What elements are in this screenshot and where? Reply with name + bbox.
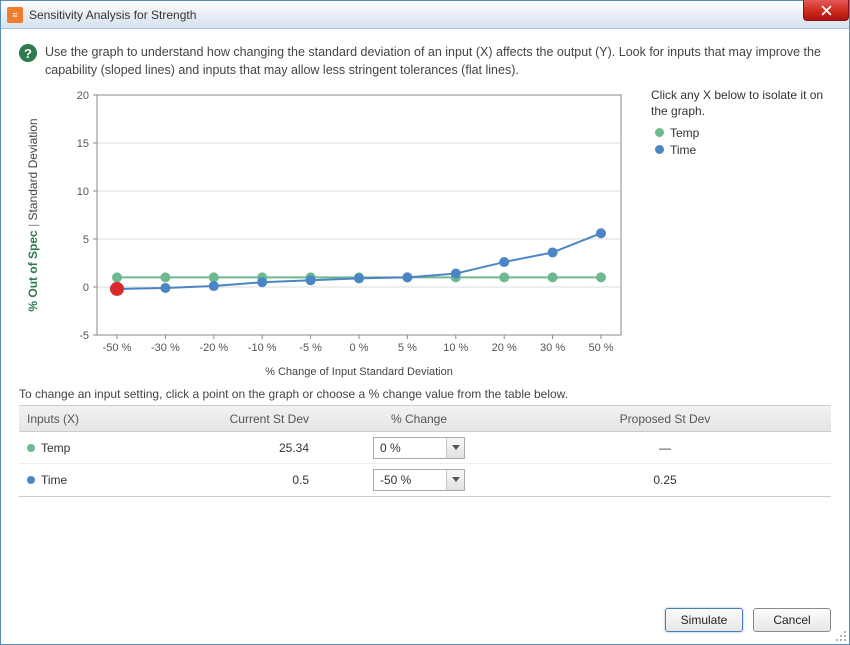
svg-text:0 %: 0 %: [350, 342, 369, 354]
change-cell: -50 %: [339, 469, 499, 491]
resize-grip[interactable]: [833, 628, 847, 642]
svg-text:30 %: 30 %: [540, 342, 565, 354]
svg-text:-10 %: -10 %: [248, 342, 277, 354]
percent-change-select[interactable]: -50 %: [373, 469, 465, 491]
titlebar: ≡ Sensitivity Analysis for Strength: [1, 1, 849, 29]
intro-row: ? Use the graph to understand how changi…: [19, 43, 831, 79]
chevron-down-icon: [446, 438, 464, 458]
close-button[interactable]: [803, 0, 849, 21]
change-cell: 0 %: [339, 437, 499, 459]
proposed-stdev: —: [499, 441, 831, 455]
svg-text:10: 10: [77, 186, 89, 198]
help-icon[interactable]: ?: [19, 44, 37, 62]
col-header-proposed: Proposed St Dev: [499, 412, 831, 426]
percent-change-select[interactable]: 0 %: [373, 437, 465, 459]
series-dot-icon: [27, 476, 35, 484]
svg-text:% Out of Spec | Standard Dev: % Out of Spec | Standard Deviation: [26, 119, 40, 312]
svg-text:50 %: 50 %: [588, 342, 613, 354]
svg-text:15: 15: [77, 138, 89, 150]
input-name-cell: Time: [19, 473, 189, 487]
svg-text:5 %: 5 %: [398, 342, 417, 354]
current-stdev: 0.5: [189, 473, 339, 487]
table-row: Temp 25.34 0 % —: [19, 432, 831, 464]
table-header: Inputs (X) Current St Dev % Change Propo…: [19, 406, 831, 432]
svg-text:% Change of Input Standard Dev: % Change of Input Standard Deviation: [265, 366, 453, 378]
table-intro: To change an input setting, click a poin…: [19, 387, 831, 401]
col-header-inputs: Inputs (X): [19, 412, 189, 426]
close-icon: [821, 5, 832, 16]
content-area: ? Use the graph to understand how changi…: [1, 29, 849, 644]
svg-text:-30 %: -30 %: [151, 342, 180, 354]
svg-text:10 %: 10 %: [443, 342, 468, 354]
cancel-button[interactable]: Cancel: [753, 608, 831, 632]
inputs-table: Inputs (X) Current St Dev % Change Propo…: [19, 405, 831, 497]
svg-text:0: 0: [83, 282, 89, 294]
svg-text:-20 %: -20 %: [199, 342, 228, 354]
svg-text:-5 %: -5 %: [299, 342, 322, 354]
svg-text:-5: -5: [79, 330, 89, 342]
col-header-current: Current St Dev: [189, 412, 339, 426]
input-name-cell: Temp: [19, 441, 189, 455]
window-title: Sensitivity Analysis for Strength: [29, 8, 196, 22]
intro-text: Use the graph to understand how changing…: [45, 43, 831, 79]
app-icon: ≡: [7, 7, 23, 23]
legend-dot: [655, 145, 664, 154]
proposed-stdev: 0.25: [499, 473, 831, 487]
legend-item-temp[interactable]: Temp: [655, 126, 831, 140]
series-dot-icon: [27, 444, 35, 452]
svg-text:-50 %: -50 %: [103, 342, 132, 354]
table-row: Time 0.5 -50 % 0.25: [19, 464, 831, 496]
dialog-window: ≡ Sensitivity Analysis for Strength ? Us…: [0, 0, 850, 645]
col-header-change: % Change: [339, 412, 499, 426]
legend-item-time[interactable]: Time: [655, 143, 831, 157]
input-name: Temp: [41, 441, 70, 455]
select-value: -50 %: [374, 473, 446, 487]
current-stdev: 25.34: [189, 441, 339, 455]
legend-dot: [655, 128, 664, 137]
select-value: 0 %: [374, 441, 446, 455]
legend-label: Temp: [670, 126, 699, 140]
sensitivity-chart[interactable]: -5 0 5 10 15 20 -50 % -30 % -20 % -10 % -5 % 0 % 5 %…: [19, 85, 639, 381]
chart-row: -5 0 5 10 15 20 -50 % -30 % -20 % -10 % -5 % 0 % 5 %…: [19, 85, 831, 381]
svg-text:20 %: 20 %: [492, 342, 517, 354]
legend-label: Time: [670, 143, 696, 157]
svg-text:5: 5: [83, 234, 89, 246]
svg-text:20: 20: [77, 90, 89, 102]
input-name: Time: [41, 473, 67, 487]
simulate-button[interactable]: Simulate: [665, 608, 743, 632]
dialog-footer: Simulate Cancel: [665, 608, 831, 632]
legend-panel: Click any X below to isolate it on the g…: [651, 85, 831, 381]
chevron-down-icon: [446, 470, 464, 490]
legend-title: Click any X below to isolate it on the g…: [651, 87, 831, 119]
